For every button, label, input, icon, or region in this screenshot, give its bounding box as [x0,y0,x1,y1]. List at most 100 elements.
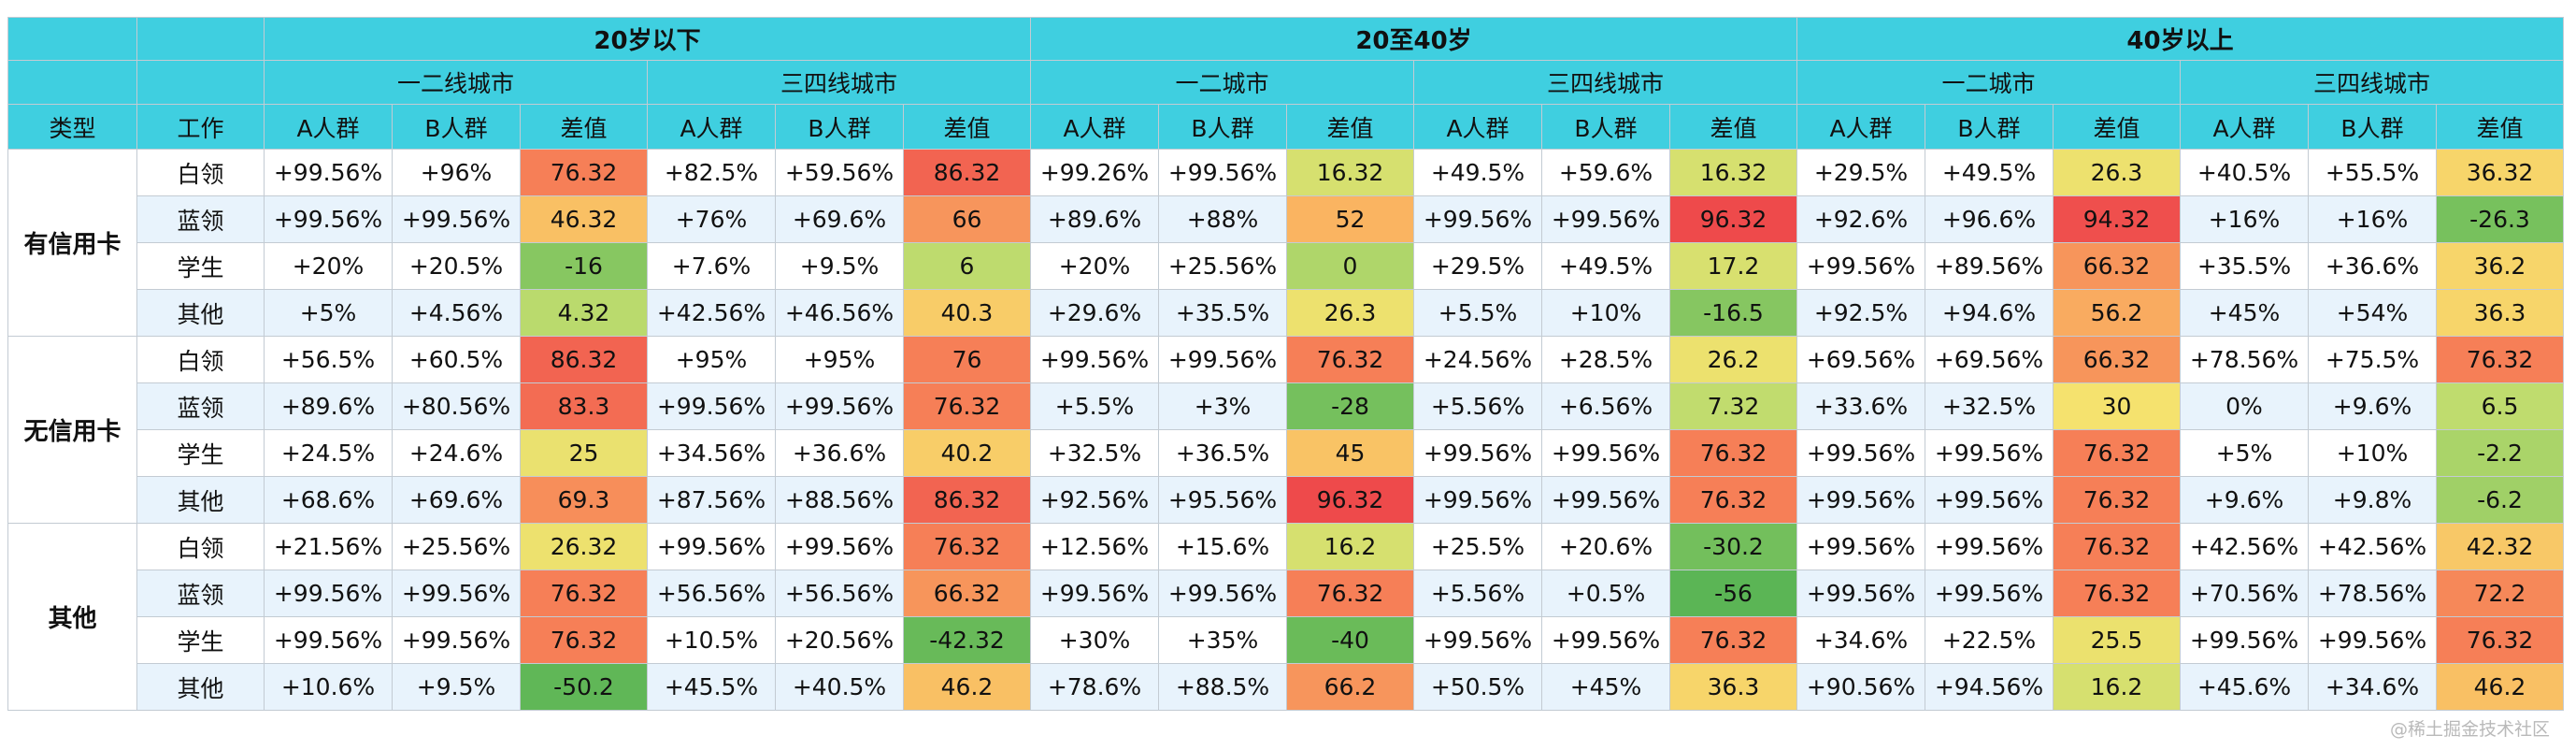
row-job-label: 学生 [136,616,265,664]
row-job-label: 学生 [136,242,265,290]
table-row: 有信用卡 白领 +99.56% +96% 76.32 +82.5% +59.56% 86.32… [7,149,2564,337]
percent-cell: +49.5% [1541,242,1670,290]
diff-cell: 76.32 [903,382,1031,430]
percent-cell: +68.6% [264,476,393,524]
percent-cell: +32.5% [1925,382,2054,430]
city-tier-header: 三四线城市 [2180,60,2564,105]
percent-cell: +99.56% [1030,336,1159,383]
percent-cell: +50.5% [1413,663,1542,711]
age-group-header: 20岁以下 [264,17,1031,61]
percent-cell: +20% [1030,242,1159,290]
comparison-table-container: 20岁以下 20至40岁 40岁以上 一二线城市 三四线城市 一二城市 三四线城… [7,17,2564,711]
table-row: 无信用卡 白领 +56.5% +60.5% 86.32 +95% +95% 76 +99.56%… [7,336,2564,524]
row-job-label: 蓝领 [136,570,265,617]
percent-cell: +3% [1158,382,1287,430]
diff-cell: 52 [1286,195,1414,243]
diff-column-header: 差值 [2436,104,2564,150]
percent-cell: +94.56% [1925,663,2054,711]
percent-cell: +45.5% [647,663,776,711]
percent-cell: +30% [1030,616,1159,664]
group-column-header: B人群 [1541,104,1670,150]
percent-cell: +20.5% [392,242,521,290]
group-column-header: B人群 [775,104,904,150]
diff-cell: -26.3 [2436,195,2564,243]
percent-cell: +5.5% [1030,382,1159,430]
diff-cell: -42.32 [903,616,1031,664]
diff-cell: 76.32 [2436,336,2564,383]
percent-cell: +99.56% [1796,429,1925,477]
diff-cell: -2.2 [2436,429,2564,477]
percent-cell: +99.56% [1413,476,1542,524]
table-row: 学生 +24.5% +24.6% 25 +34.56% +36.6% 40.2 +32.5% +… [8,429,2564,477]
diff-cell: 66.32 [903,570,1031,617]
percent-cell: +56.5% [264,336,393,383]
percent-cell: +99.56% [647,382,776,430]
table-row: 其他 白领 +21.56% +25.56% 26.32 +99.56% +99.56% 76.… [7,523,2564,711]
diff-cell: 7.32 [1669,382,1797,430]
percent-cell: +69.56% [1925,336,2054,383]
percent-cell: +4.56% [392,289,521,337]
percent-cell: +99.56% [392,616,521,664]
row-type-label: 无信用卡 [7,336,137,524]
city-tier-header-row: 一二线城市 三四线城市 一二城市 三四线城市 一二城市 三四线城市 [7,60,2564,105]
percent-cell: +78.56% [2180,336,2309,383]
percent-cell: +34.6% [1796,616,1925,664]
percent-cell: +10.6% [264,663,393,711]
percent-cell: +25.5% [1413,523,1542,570]
percent-cell: +6.56% [1541,382,1670,430]
diff-cell: 42.32 [2436,523,2564,570]
percent-cell: +75.5% [2308,336,2437,383]
table-row: 其他 +10.6% +9.5% -50.2 +45.5% +40.5% 46.2 +78.6%… [8,663,2564,711]
percent-cell: +88% [1158,195,1287,243]
percent-cell: +78.6% [1030,663,1159,711]
row-job-label: 其他 [136,476,265,524]
group-column-header: A人群 [264,104,393,150]
percent-cell: +24.5% [264,429,393,477]
percent-cell: +32.5% [1030,429,1159,477]
diff-cell: 16.2 [2053,663,2181,711]
diff-cell: 17.2 [1669,242,1797,290]
percent-cell: +20.56% [775,616,904,664]
percent-cell: +99.56% [1413,616,1542,664]
percent-cell: +5.5% [1413,289,1542,337]
percent-cell: +99.56% [1158,570,1287,617]
percent-cell: +99.56% [2180,616,2309,664]
percent-cell: +35.5% [1158,289,1287,337]
percent-cell: +46.56% [775,289,904,337]
percent-cell: +99.56% [1925,476,2054,524]
percent-cell: +95% [775,336,904,383]
group-column-header: B人群 [2308,104,2437,150]
diff-cell: 66.32 [2053,336,2181,383]
percent-cell: +99.56% [2308,616,2437,664]
diff-cell: 76.32 [2053,570,2181,617]
percent-cell: +99.26% [1030,149,1159,196]
percent-cell: +88.5% [1158,663,1287,711]
percent-cell: +70.56% [2180,570,2309,617]
percent-cell: +99.56% [392,570,521,617]
percent-cell: +5% [2180,429,2309,477]
diff-cell: 86.32 [520,336,648,383]
diff-cell: 0 [1286,242,1414,290]
diff-cell: 72.2 [2436,570,2564,617]
percent-cell: +89.56% [1925,242,2054,290]
diff-cell: 36.3 [1669,663,1797,711]
percent-cell: +99.56% [775,382,904,430]
diff-cell: -6.2 [2436,476,2564,524]
diff-cell: 16.32 [1286,149,1414,196]
percent-cell: +42.56% [2308,523,2437,570]
city-tier-header: 一二城市 [1030,60,1414,105]
corner-blank [7,60,137,105]
percent-cell: +49.5% [1413,149,1542,196]
diff-cell: 96.32 [1286,476,1414,524]
percent-cell: +35% [1158,616,1287,664]
percent-cell: +92.6% [1796,195,1925,243]
city-tier-header: 三四线城市 [647,60,1031,105]
percent-cell: +69.6% [392,476,521,524]
group-column-header: B人群 [1158,104,1287,150]
percent-cell: +45% [1541,663,1670,711]
row-job-label: 蓝领 [136,195,265,243]
percent-cell: +89.6% [1030,195,1159,243]
row-job-label: 白领 [136,149,265,196]
diff-cell: 25.5 [2053,616,2181,664]
table-row: 其他 +5% +4.56% 4.32 +42.56% +46.56% 40.3 +29.6% +… [8,289,2564,337]
